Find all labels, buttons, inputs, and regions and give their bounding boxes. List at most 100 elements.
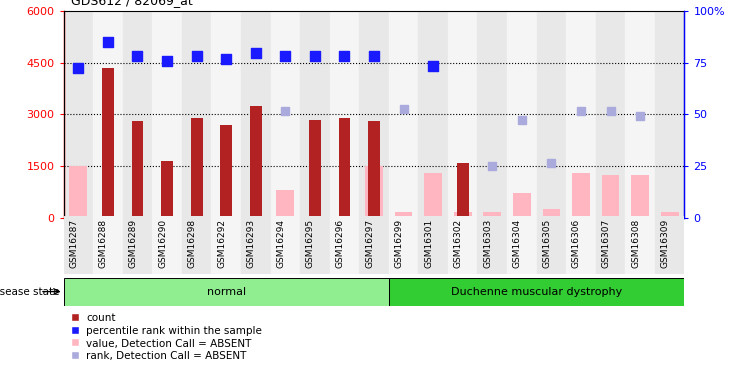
- Point: [279, 53, 291, 59]
- Text: GSM16302: GSM16302: [454, 219, 463, 268]
- Bar: [241, 11, 271, 217]
- Text: GSM16297: GSM16297: [365, 219, 374, 268]
- Bar: [330, 216, 359, 274]
- Bar: [448, 11, 477, 217]
- Bar: [271, 11, 300, 217]
- Bar: [70, 166, 88, 218]
- Bar: [477, 216, 507, 274]
- Bar: [542, 209, 560, 218]
- Text: GSM16298: GSM16298: [188, 219, 197, 268]
- Bar: [654, 11, 684, 217]
- Bar: [94, 11, 123, 217]
- Bar: [654, 216, 684, 274]
- Text: GSM16294: GSM16294: [276, 219, 285, 267]
- Point: [102, 39, 114, 45]
- Bar: [395, 212, 412, 217]
- Text: GSM16292: GSM16292: [217, 219, 226, 267]
- Bar: [660, 212, 678, 217]
- Text: GSM16306: GSM16306: [572, 219, 581, 268]
- Bar: [330, 11, 359, 217]
- Bar: [161, 161, 173, 218]
- Bar: [212, 11, 241, 217]
- Bar: [64, 278, 389, 306]
- Bar: [595, 11, 625, 217]
- Bar: [123, 11, 153, 217]
- Text: GSM16295: GSM16295: [306, 219, 315, 268]
- Bar: [102, 68, 114, 218]
- Point: [73, 65, 85, 71]
- Text: Duchenne muscular dystrophy: Duchenne muscular dystrophy: [451, 286, 622, 297]
- Bar: [625, 11, 654, 217]
- Bar: [368, 121, 380, 218]
- Point: [575, 108, 587, 114]
- Bar: [572, 173, 590, 217]
- Text: GSM16301: GSM16301: [424, 219, 433, 268]
- Bar: [212, 216, 241, 274]
- Bar: [359, 11, 389, 217]
- Text: GSM16293: GSM16293: [247, 219, 256, 268]
- Bar: [182, 11, 212, 217]
- Bar: [631, 174, 649, 217]
- Point: [486, 163, 498, 169]
- Point: [516, 117, 528, 123]
- Bar: [94, 216, 123, 274]
- Bar: [389, 278, 684, 306]
- Point: [427, 63, 439, 69]
- Bar: [507, 216, 536, 274]
- Point: [604, 108, 616, 114]
- Bar: [536, 11, 566, 217]
- Text: GSM16289: GSM16289: [129, 219, 138, 268]
- Bar: [153, 216, 182, 274]
- Bar: [454, 212, 471, 217]
- Bar: [300, 216, 330, 274]
- Bar: [483, 212, 501, 217]
- Point: [398, 106, 410, 112]
- Bar: [424, 173, 442, 217]
- Text: GSM16305: GSM16305: [542, 219, 551, 268]
- Bar: [418, 216, 448, 274]
- Point: [191, 53, 203, 59]
- Bar: [132, 121, 144, 218]
- Text: GSM16304: GSM16304: [513, 219, 522, 268]
- Text: GSM16303: GSM16303: [483, 219, 492, 268]
- Bar: [595, 216, 625, 274]
- Bar: [365, 166, 383, 218]
- Point: [132, 53, 144, 59]
- Bar: [448, 216, 477, 274]
- Bar: [566, 11, 595, 217]
- Point: [338, 53, 350, 59]
- Text: GSM16309: GSM16309: [660, 219, 669, 268]
- Bar: [153, 11, 182, 217]
- Bar: [182, 216, 212, 274]
- Bar: [418, 11, 448, 217]
- Point: [279, 108, 291, 114]
- Text: normal: normal: [206, 286, 246, 297]
- Point: [161, 58, 173, 64]
- Bar: [389, 216, 418, 274]
- Bar: [277, 190, 294, 217]
- Text: GSM16287: GSM16287: [70, 219, 79, 268]
- Bar: [601, 174, 619, 217]
- Text: GDS612 / 82069_at: GDS612 / 82069_at: [71, 0, 193, 8]
- Bar: [64, 11, 94, 217]
- Bar: [309, 120, 321, 218]
- Bar: [507, 11, 536, 217]
- Point: [545, 159, 557, 165]
- Bar: [625, 216, 654, 274]
- Bar: [123, 216, 153, 274]
- Text: disease state: disease state: [0, 286, 60, 297]
- Bar: [566, 216, 595, 274]
- Bar: [477, 11, 507, 217]
- Bar: [250, 106, 262, 218]
- Bar: [191, 118, 203, 218]
- Bar: [339, 118, 350, 218]
- Bar: [271, 216, 300, 274]
- Bar: [536, 216, 566, 274]
- Text: GSM16296: GSM16296: [335, 219, 344, 268]
- Text: GSM16290: GSM16290: [158, 219, 167, 268]
- Bar: [64, 216, 94, 274]
- Legend: count, percentile rank within the sample, value, Detection Call = ABSENT, rank, : count, percentile rank within the sample…: [69, 313, 263, 362]
- Point: [220, 56, 232, 62]
- Text: GSM16288: GSM16288: [99, 219, 108, 268]
- Text: GSM16308: GSM16308: [631, 219, 640, 268]
